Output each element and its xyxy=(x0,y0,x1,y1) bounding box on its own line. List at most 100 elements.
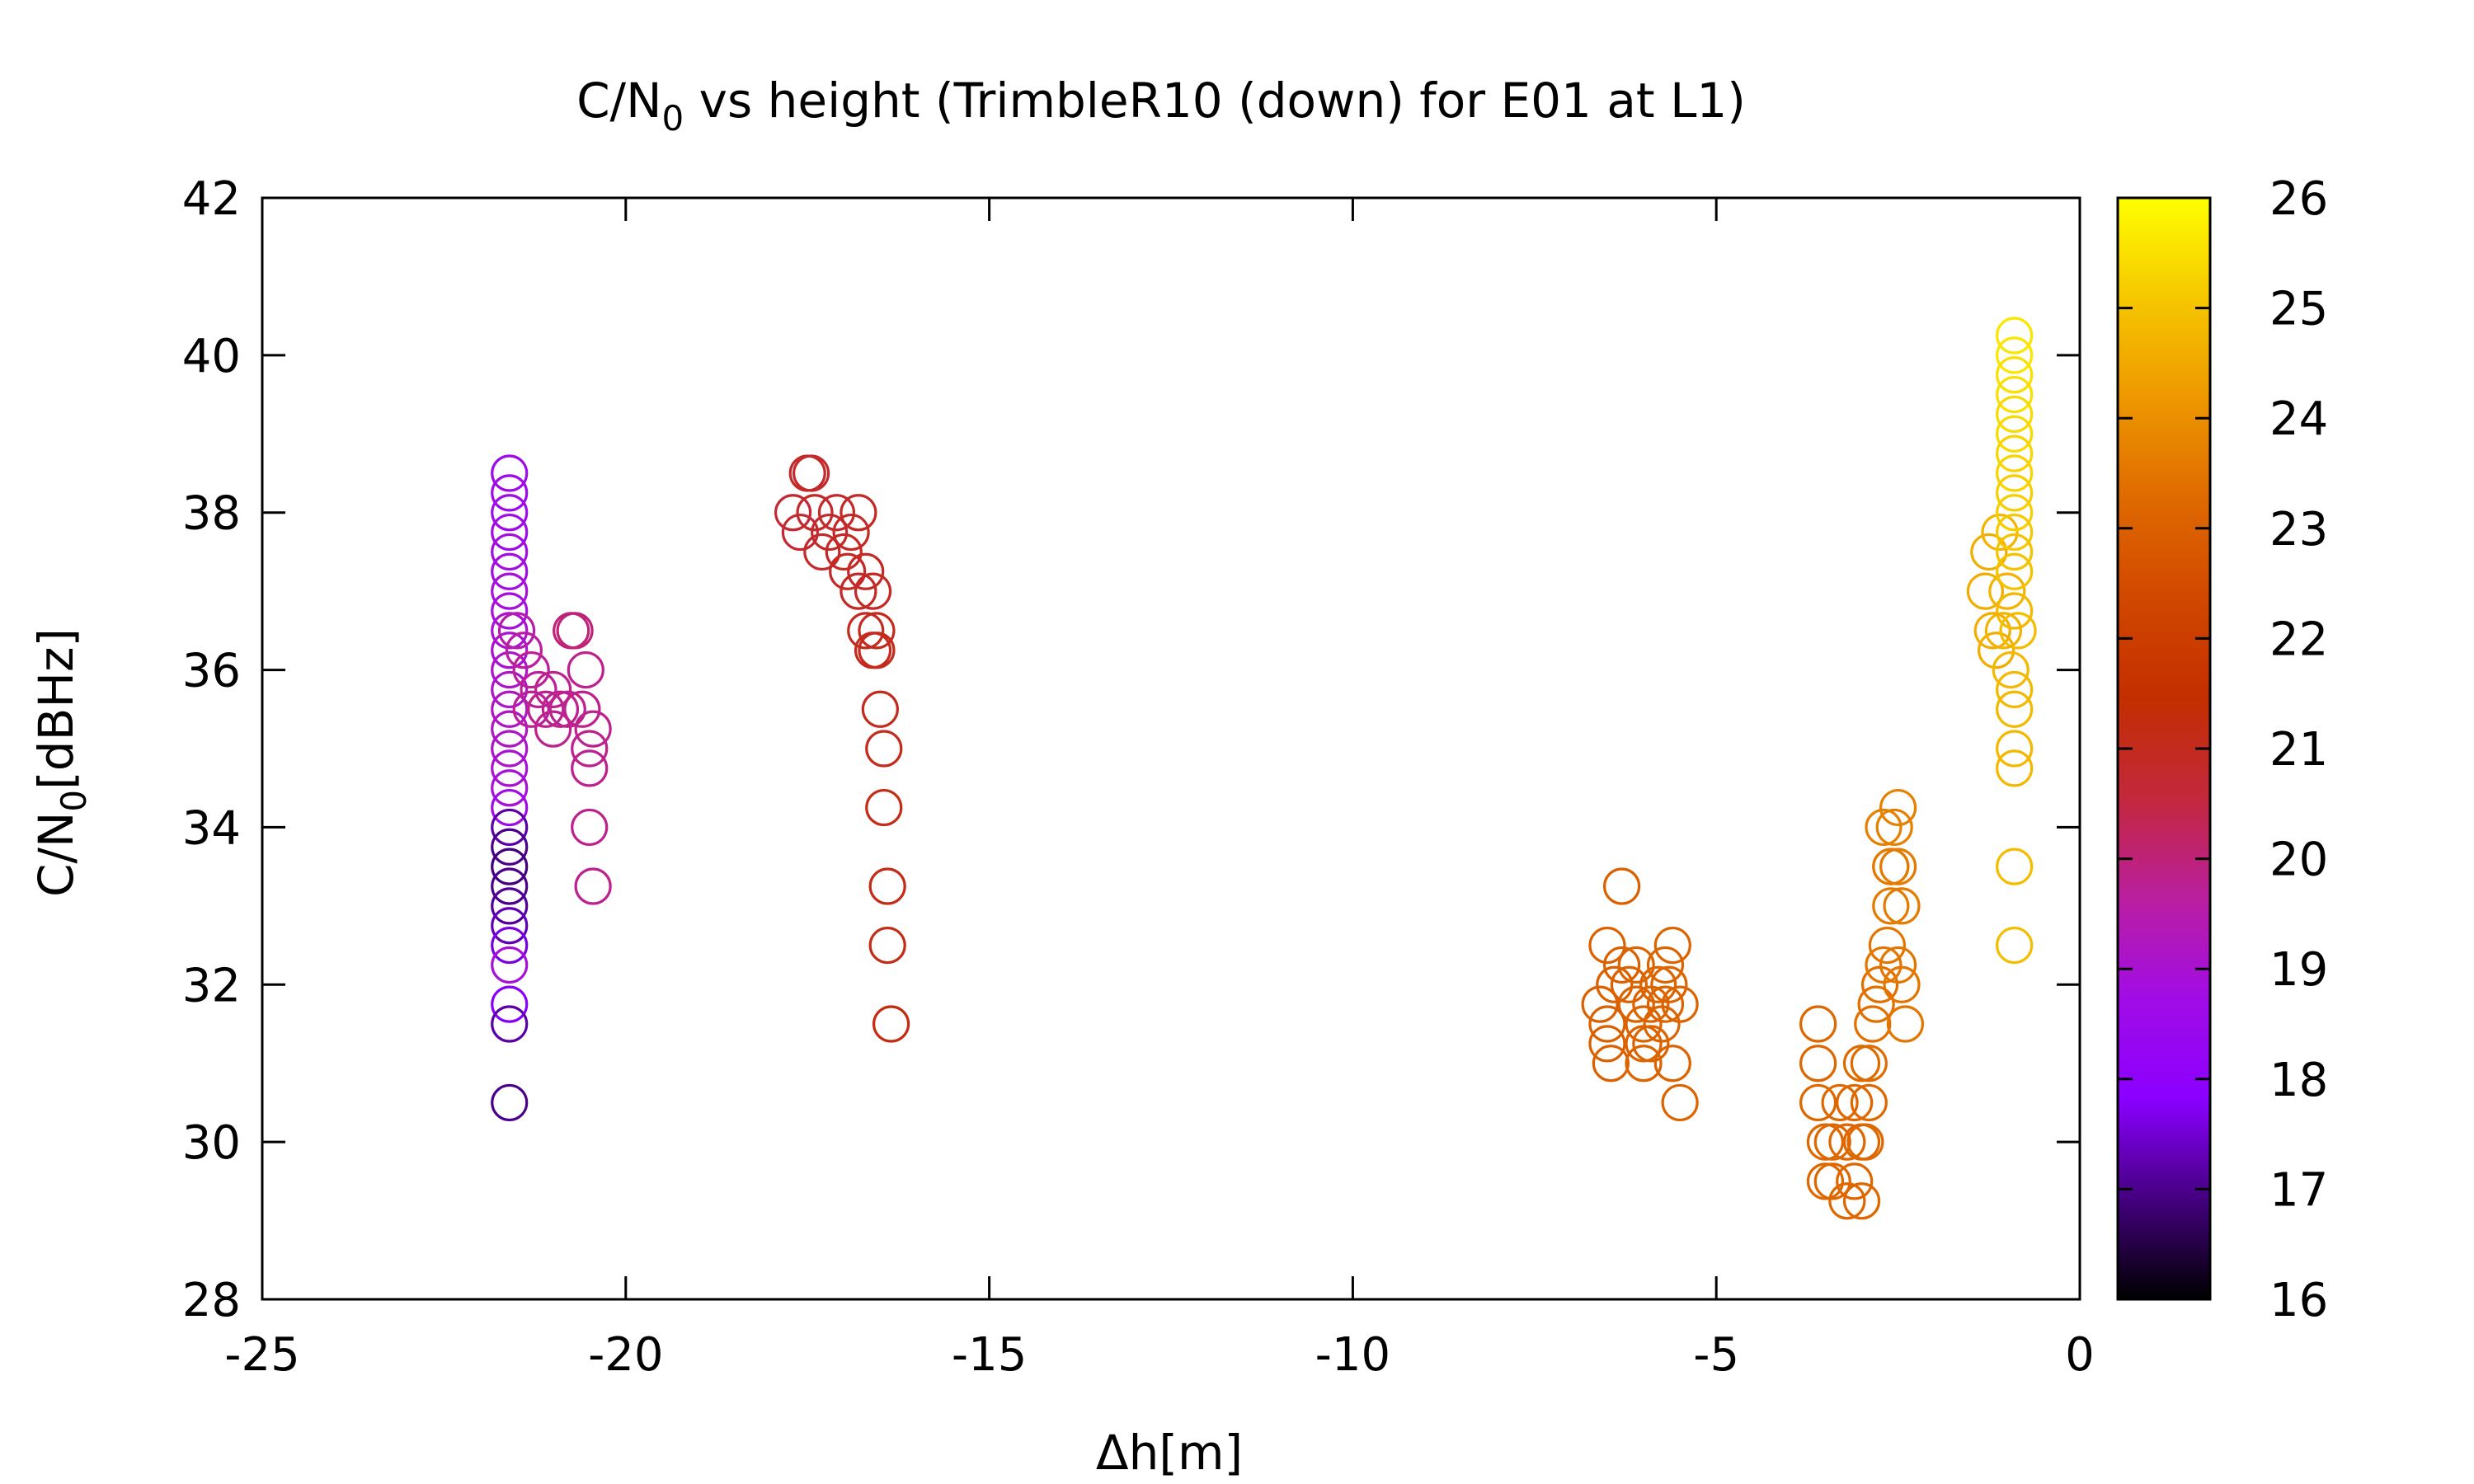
data-point xyxy=(1828,1123,1866,1161)
data-point xyxy=(1581,985,1619,1023)
data-point xyxy=(512,690,550,728)
data-point xyxy=(1996,552,2034,590)
colorbar-tick-label: 22 xyxy=(2269,613,2328,666)
data-point xyxy=(1992,650,2030,689)
data-point xyxy=(1806,1162,1845,1200)
y-tick-label: 36 xyxy=(182,645,241,698)
data-point xyxy=(1883,887,1921,925)
data-point xyxy=(491,848,529,885)
data-point xyxy=(1632,1025,1670,1063)
data-point xyxy=(491,769,529,807)
data-point xyxy=(534,670,572,709)
data-point xyxy=(491,690,529,728)
data-point xyxy=(548,690,586,728)
data-point xyxy=(1996,434,2034,472)
data-point xyxy=(491,946,529,984)
data-point xyxy=(1646,985,1685,1023)
colorbar-tick-label: 25 xyxy=(2269,283,2328,336)
colorbar-tick-label: 24 xyxy=(2269,392,2328,446)
data-point xyxy=(1646,946,1685,984)
data-point xyxy=(1596,965,1634,1003)
data-point xyxy=(1806,1123,1845,1161)
data-point xyxy=(491,808,529,847)
data-point xyxy=(491,730,529,768)
data-point xyxy=(1602,867,1641,905)
data-point xyxy=(1799,1045,1837,1082)
data-point xyxy=(491,494,529,532)
data-point xyxy=(1973,612,2011,650)
y-tick-label: 38 xyxy=(182,487,241,541)
colorbar-tick-label: 16 xyxy=(2269,1274,2328,1327)
data-point xyxy=(491,867,529,905)
data-point xyxy=(505,632,543,669)
data-point xyxy=(571,808,609,847)
data-point xyxy=(574,710,612,748)
data-point xyxy=(1996,336,2034,374)
data-point xyxy=(1842,1182,1881,1220)
data-point xyxy=(574,867,612,905)
chart-title: C/N0 vs height (TrimbleR10 (down) for E0… xyxy=(576,73,1746,139)
data-point xyxy=(1850,1045,1888,1082)
data-point xyxy=(854,572,892,610)
data-point xyxy=(1857,985,1895,1023)
data-point xyxy=(1996,926,2034,965)
data-point xyxy=(1842,1045,1881,1082)
data-point xyxy=(491,454,529,492)
data-point xyxy=(781,513,819,552)
x-tick-label: -20 xyxy=(588,1328,663,1382)
data-point xyxy=(1588,1025,1626,1063)
data-point xyxy=(1996,749,2034,787)
data-point xyxy=(491,828,529,866)
data-point xyxy=(571,730,609,768)
data-point xyxy=(1996,730,2034,768)
colorbar-gradient xyxy=(2118,198,2210,1299)
data-point xyxy=(491,612,529,650)
data-point xyxy=(840,572,877,610)
data-point xyxy=(1592,1045,1630,1082)
data-point xyxy=(861,690,899,728)
data-point xyxy=(840,494,877,532)
data-point xyxy=(1879,848,1917,885)
data-point xyxy=(1978,632,2015,669)
data-point xyxy=(527,690,565,728)
y-axis: 28 30 32 34 36 38 40 42 xyxy=(182,172,2080,1327)
data-point xyxy=(1988,572,2026,610)
data-point xyxy=(1996,592,2034,630)
data-point xyxy=(868,867,906,905)
data-point xyxy=(1984,612,2023,650)
data-point xyxy=(1996,533,2034,571)
data-point xyxy=(832,513,870,552)
colorbar-tick-label: 26 xyxy=(2269,172,2328,226)
data-point xyxy=(1996,395,2034,434)
data-point xyxy=(858,612,896,650)
data-point xyxy=(534,710,572,748)
data-point xyxy=(774,494,812,532)
data-point xyxy=(1653,926,1691,965)
data-point xyxy=(858,632,896,669)
data-point xyxy=(1996,848,2034,885)
data-point xyxy=(1996,474,2034,512)
x-tick-label: -25 xyxy=(224,1328,299,1382)
data-point xyxy=(1879,788,1917,827)
data-point xyxy=(491,552,529,590)
y-tick-label: 40 xyxy=(182,330,241,383)
data-point xyxy=(1868,926,1906,965)
data-point xyxy=(854,632,892,669)
data-point xyxy=(1799,1005,1837,1043)
data-point xyxy=(1854,1005,1892,1043)
data-point xyxy=(491,985,529,1023)
data-point xyxy=(1996,454,2034,492)
data-point xyxy=(1813,1123,1851,1161)
data-point xyxy=(491,592,529,630)
y-axis-label: C/N0[dBHz] xyxy=(28,628,94,897)
colorbar-tick-label: 19 xyxy=(2269,943,2328,997)
data-point xyxy=(1996,494,2034,532)
data-point xyxy=(847,612,885,650)
data-point xyxy=(788,454,826,492)
colorbar-tick-label: 23 xyxy=(2269,503,2328,556)
data-point xyxy=(491,710,529,748)
data-point xyxy=(553,612,590,650)
data-point xyxy=(491,513,529,552)
data-point xyxy=(1996,513,2034,552)
data-point xyxy=(541,690,580,728)
